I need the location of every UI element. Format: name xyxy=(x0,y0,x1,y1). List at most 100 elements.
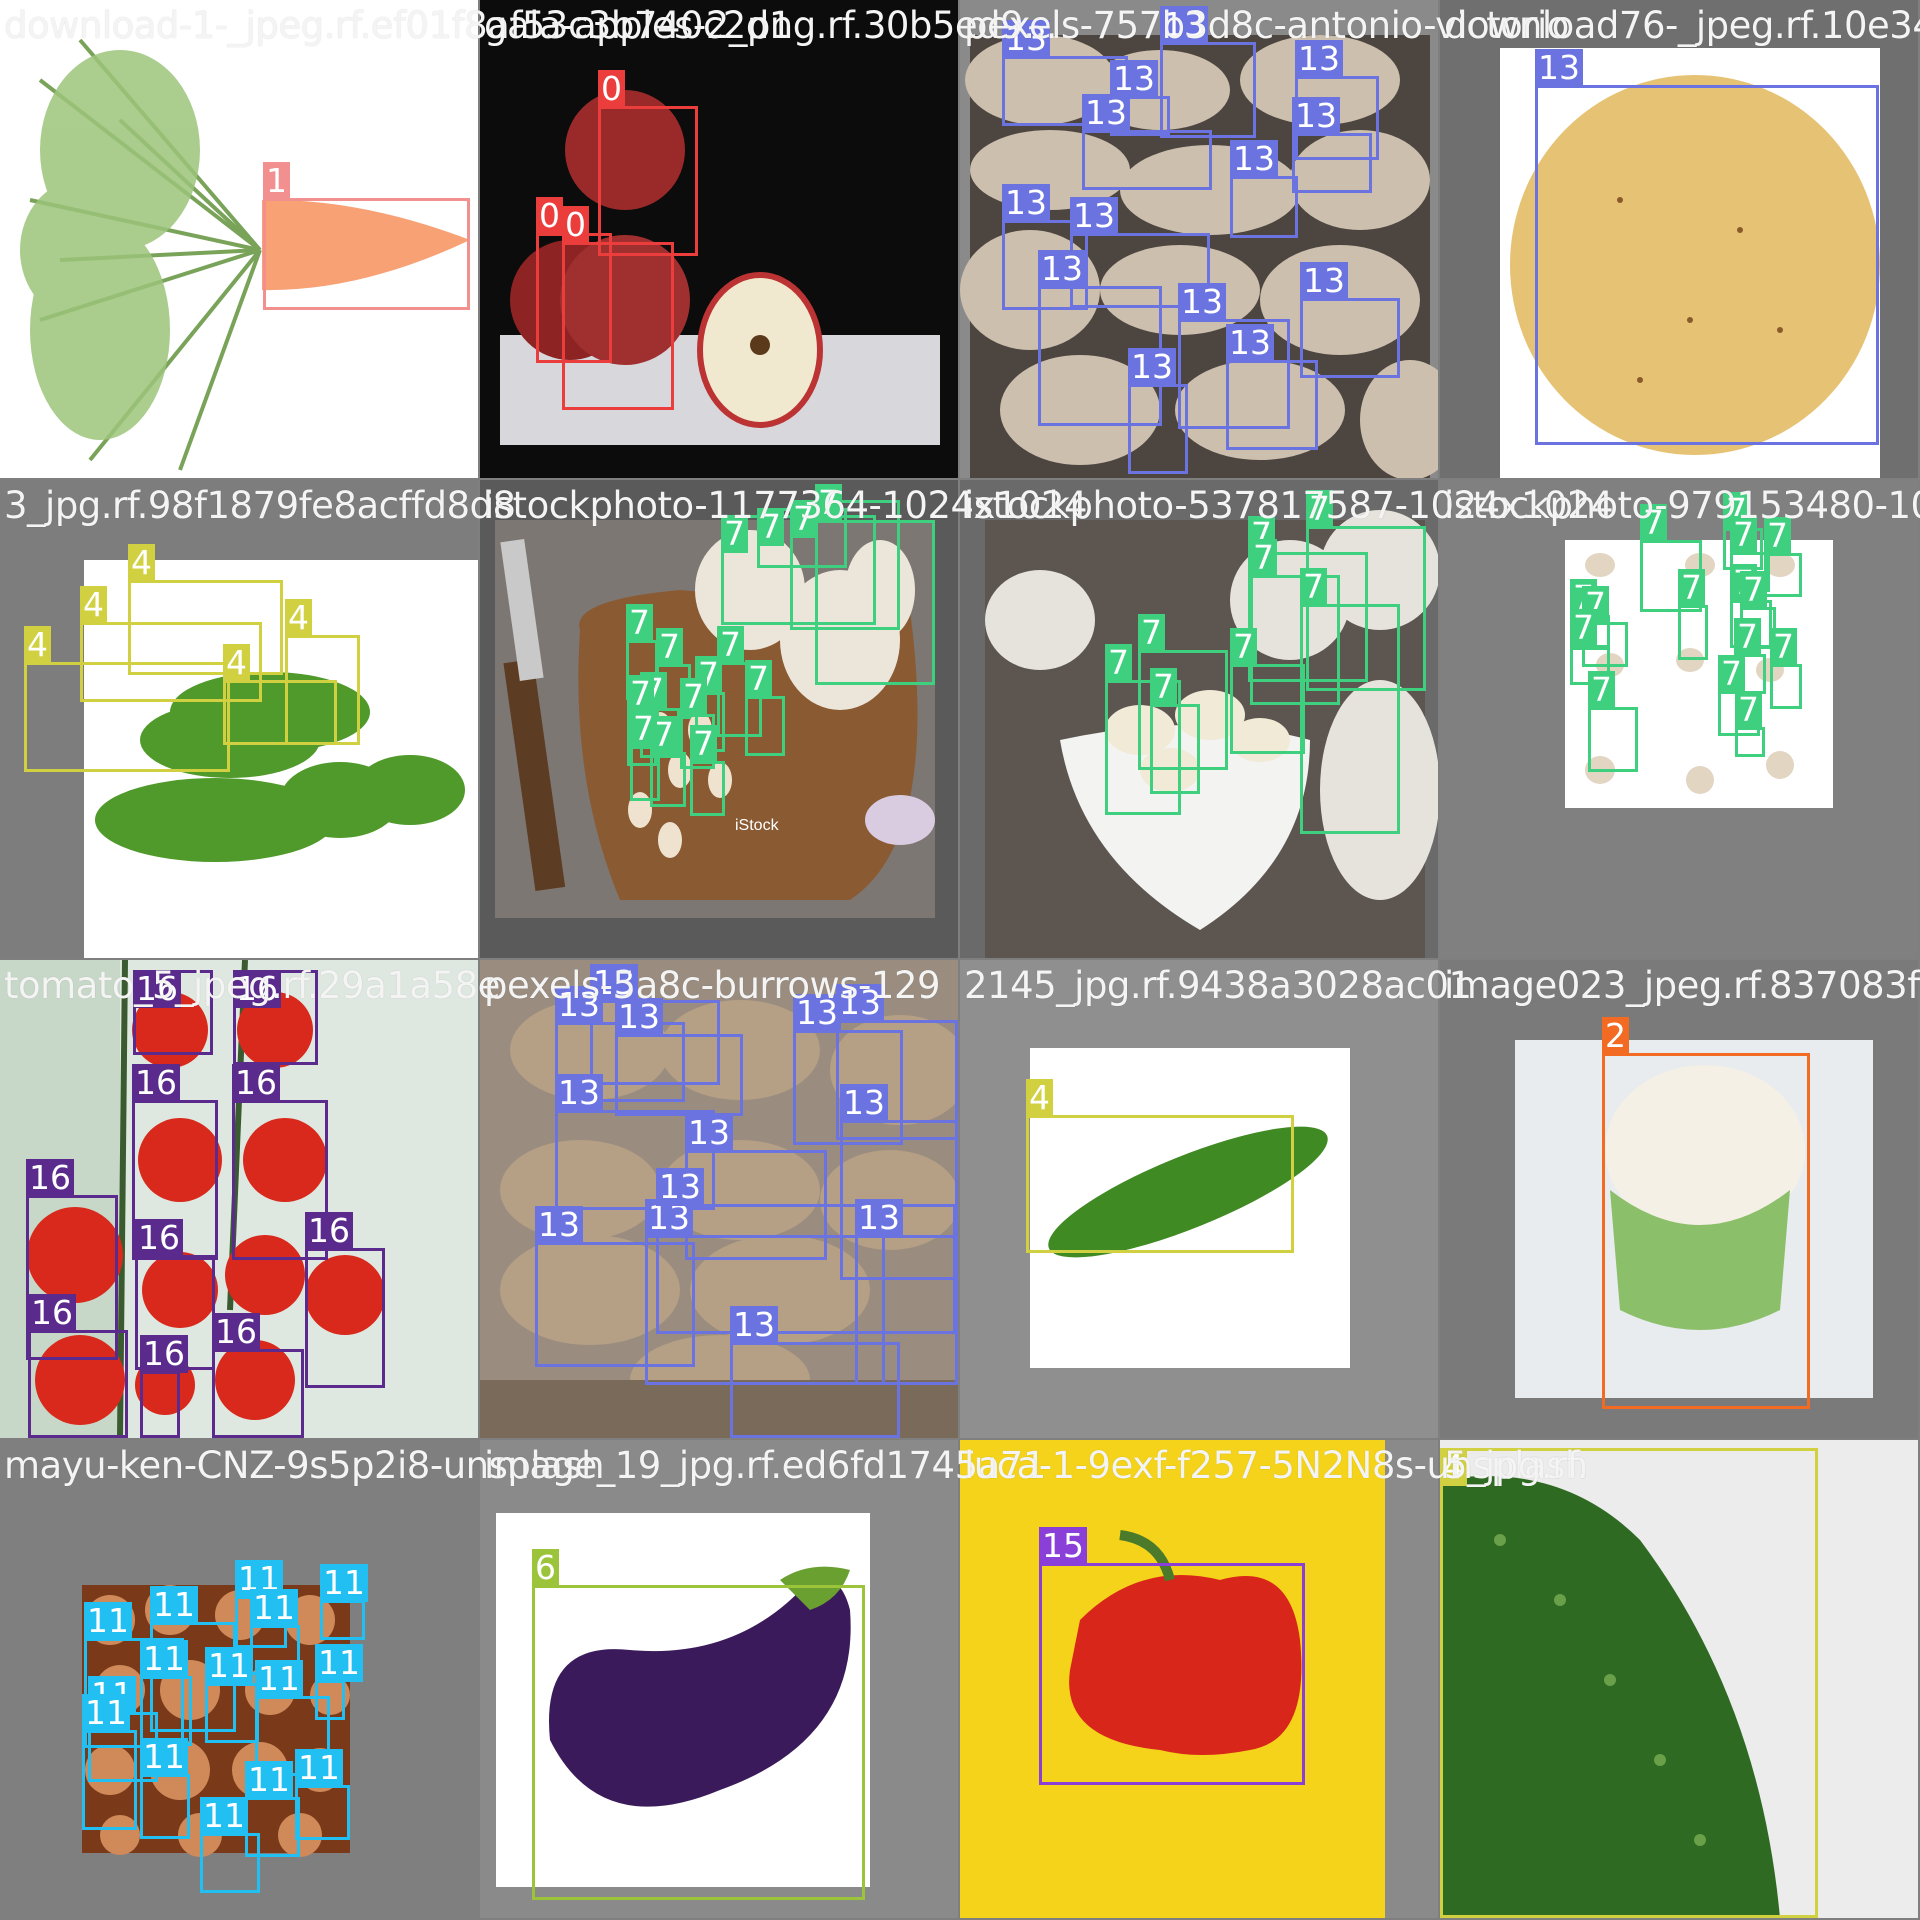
detection-class-label: 7 xyxy=(1640,504,1667,542)
detection-box xyxy=(555,1110,715,1210)
detection-box xyxy=(615,1034,743,1116)
detection-box xyxy=(315,1680,345,1720)
detection-class-label: 13 xyxy=(555,986,603,1024)
detection-class-label: 7 xyxy=(630,710,657,748)
detection-box xyxy=(1138,650,1228,770)
detection-class-label: 15 xyxy=(1039,1527,1087,1565)
detection-class-label: 13 xyxy=(836,984,884,1022)
detection-box xyxy=(1300,604,1400,834)
detection-class-label: 13 xyxy=(1160,6,1208,44)
watermark: iStock xyxy=(735,817,780,834)
detection-box xyxy=(815,520,935,685)
detection-class-label: 16 xyxy=(305,1212,353,1250)
detection-class-label: 11 xyxy=(250,1589,298,1627)
detection-box xyxy=(1300,298,1400,378)
detection-class-label: 13 xyxy=(1128,348,1176,386)
detection-box xyxy=(1026,1115,1294,1253)
detection-class-label: 7 xyxy=(690,725,717,763)
detection-class-label: 0 xyxy=(562,206,589,244)
tile-tomatoes xyxy=(0,960,478,1438)
tile-cauliflower xyxy=(1440,960,1918,1438)
detection-class-label: 4 xyxy=(223,644,250,682)
detection-class-label: 16 xyxy=(132,1064,180,1102)
detection-box xyxy=(855,1235,958,1385)
detection-class-label: 13 xyxy=(1002,184,1050,222)
detection-class-label: 7 xyxy=(1764,517,1791,555)
detection-box xyxy=(140,1676,192,1746)
detection-class-label: 13 xyxy=(1226,324,1274,362)
detection-class-label: 7 xyxy=(745,660,772,698)
tile-carrot xyxy=(0,0,478,478)
detection-class-label: 11 xyxy=(82,1694,130,1732)
detection-box xyxy=(840,1120,958,1280)
detection-class-label: 7 xyxy=(1718,655,1745,693)
detection-box xyxy=(212,1349,304,1438)
detection-box xyxy=(535,1242,695,1367)
detection-class-label: 7 xyxy=(626,604,653,642)
detection-class-label: 13 xyxy=(645,1199,693,1237)
detection-class-label: 16 xyxy=(28,1294,76,1332)
detection-class-label: 16 xyxy=(26,1159,74,1197)
detection-class-label: 7 xyxy=(1230,628,1257,666)
detection-class-label: 7 xyxy=(680,678,707,716)
detection-class-label: 13 xyxy=(1002,20,1050,58)
detection-box xyxy=(1039,1563,1305,1785)
detection-class-label: 7 xyxy=(1588,671,1615,709)
detection-class-label: 4 xyxy=(128,544,155,582)
cucumber-single-image xyxy=(960,960,1438,1438)
detection-class-label: 13 xyxy=(1292,97,1340,135)
eggplant-image xyxy=(480,1440,958,1918)
detection-box xyxy=(836,1020,958,1140)
detection-box xyxy=(1770,664,1802,709)
detection-class-label: 11 xyxy=(245,1761,293,1799)
detection-class-label: 7 xyxy=(1105,644,1132,682)
detection-box xyxy=(24,662,230,772)
detection-box xyxy=(1105,680,1181,815)
carrot-image xyxy=(0,0,478,478)
detection-box xyxy=(645,1235,885,1385)
detection-class-label: 4 xyxy=(80,586,107,624)
detection-class-label: 0 xyxy=(536,197,563,235)
detection-box xyxy=(82,1730,137,1830)
detection-class-label: 7 xyxy=(757,508,784,546)
detection-class-label: 7 xyxy=(1300,568,1327,606)
detection-class-label: 13 xyxy=(1110,60,1158,98)
detection-box xyxy=(205,1683,259,1743)
detection-class-label: 13 xyxy=(1295,40,1343,78)
detection-class-label: 16 xyxy=(133,970,181,1008)
tile-potato-single xyxy=(1440,0,1918,478)
detection-class-label: 11 xyxy=(150,1586,198,1624)
detection-class-label: 16 xyxy=(140,1335,188,1373)
detection-class-label: 13 xyxy=(1038,250,1086,288)
detection-box xyxy=(223,680,337,745)
detection-box xyxy=(790,500,900,630)
apple-image xyxy=(480,0,958,478)
detection-box xyxy=(140,1774,190,1839)
detection-box xyxy=(28,1330,128,1438)
tile-apple xyxy=(480,0,958,478)
detection-box xyxy=(305,1248,385,1388)
detection-box xyxy=(295,1785,350,1840)
detection-box xyxy=(128,580,283,675)
detection-box xyxy=(630,746,660,801)
garlic-board-image: iStock xyxy=(480,480,958,958)
detection-box xyxy=(232,1100,328,1260)
tile-eggplant xyxy=(480,1440,958,1918)
detection-class-label: 13 xyxy=(793,994,841,1032)
detection-class-label: 11 xyxy=(255,1660,303,1698)
detection-class-label: 4 xyxy=(1440,1448,1467,1486)
detection-box xyxy=(1764,553,1802,597)
detection-class-label: 11 xyxy=(295,1749,343,1787)
detection-box xyxy=(1150,704,1200,794)
tile-cucumber-single xyxy=(960,960,1438,1438)
detection-class-label: 0 xyxy=(598,70,625,108)
detection-box xyxy=(730,1342,900,1438)
garlic-bowl-image xyxy=(960,480,1438,958)
detection-class-label: 11 xyxy=(320,1564,368,1602)
tile-cucumber-closeup xyxy=(1440,1440,1918,1918)
detection-class-label: 7 xyxy=(790,500,817,538)
detection-class-label: 7 xyxy=(1740,571,1767,609)
detection-box xyxy=(1230,176,1298,238)
detection-box xyxy=(1128,384,1188,474)
